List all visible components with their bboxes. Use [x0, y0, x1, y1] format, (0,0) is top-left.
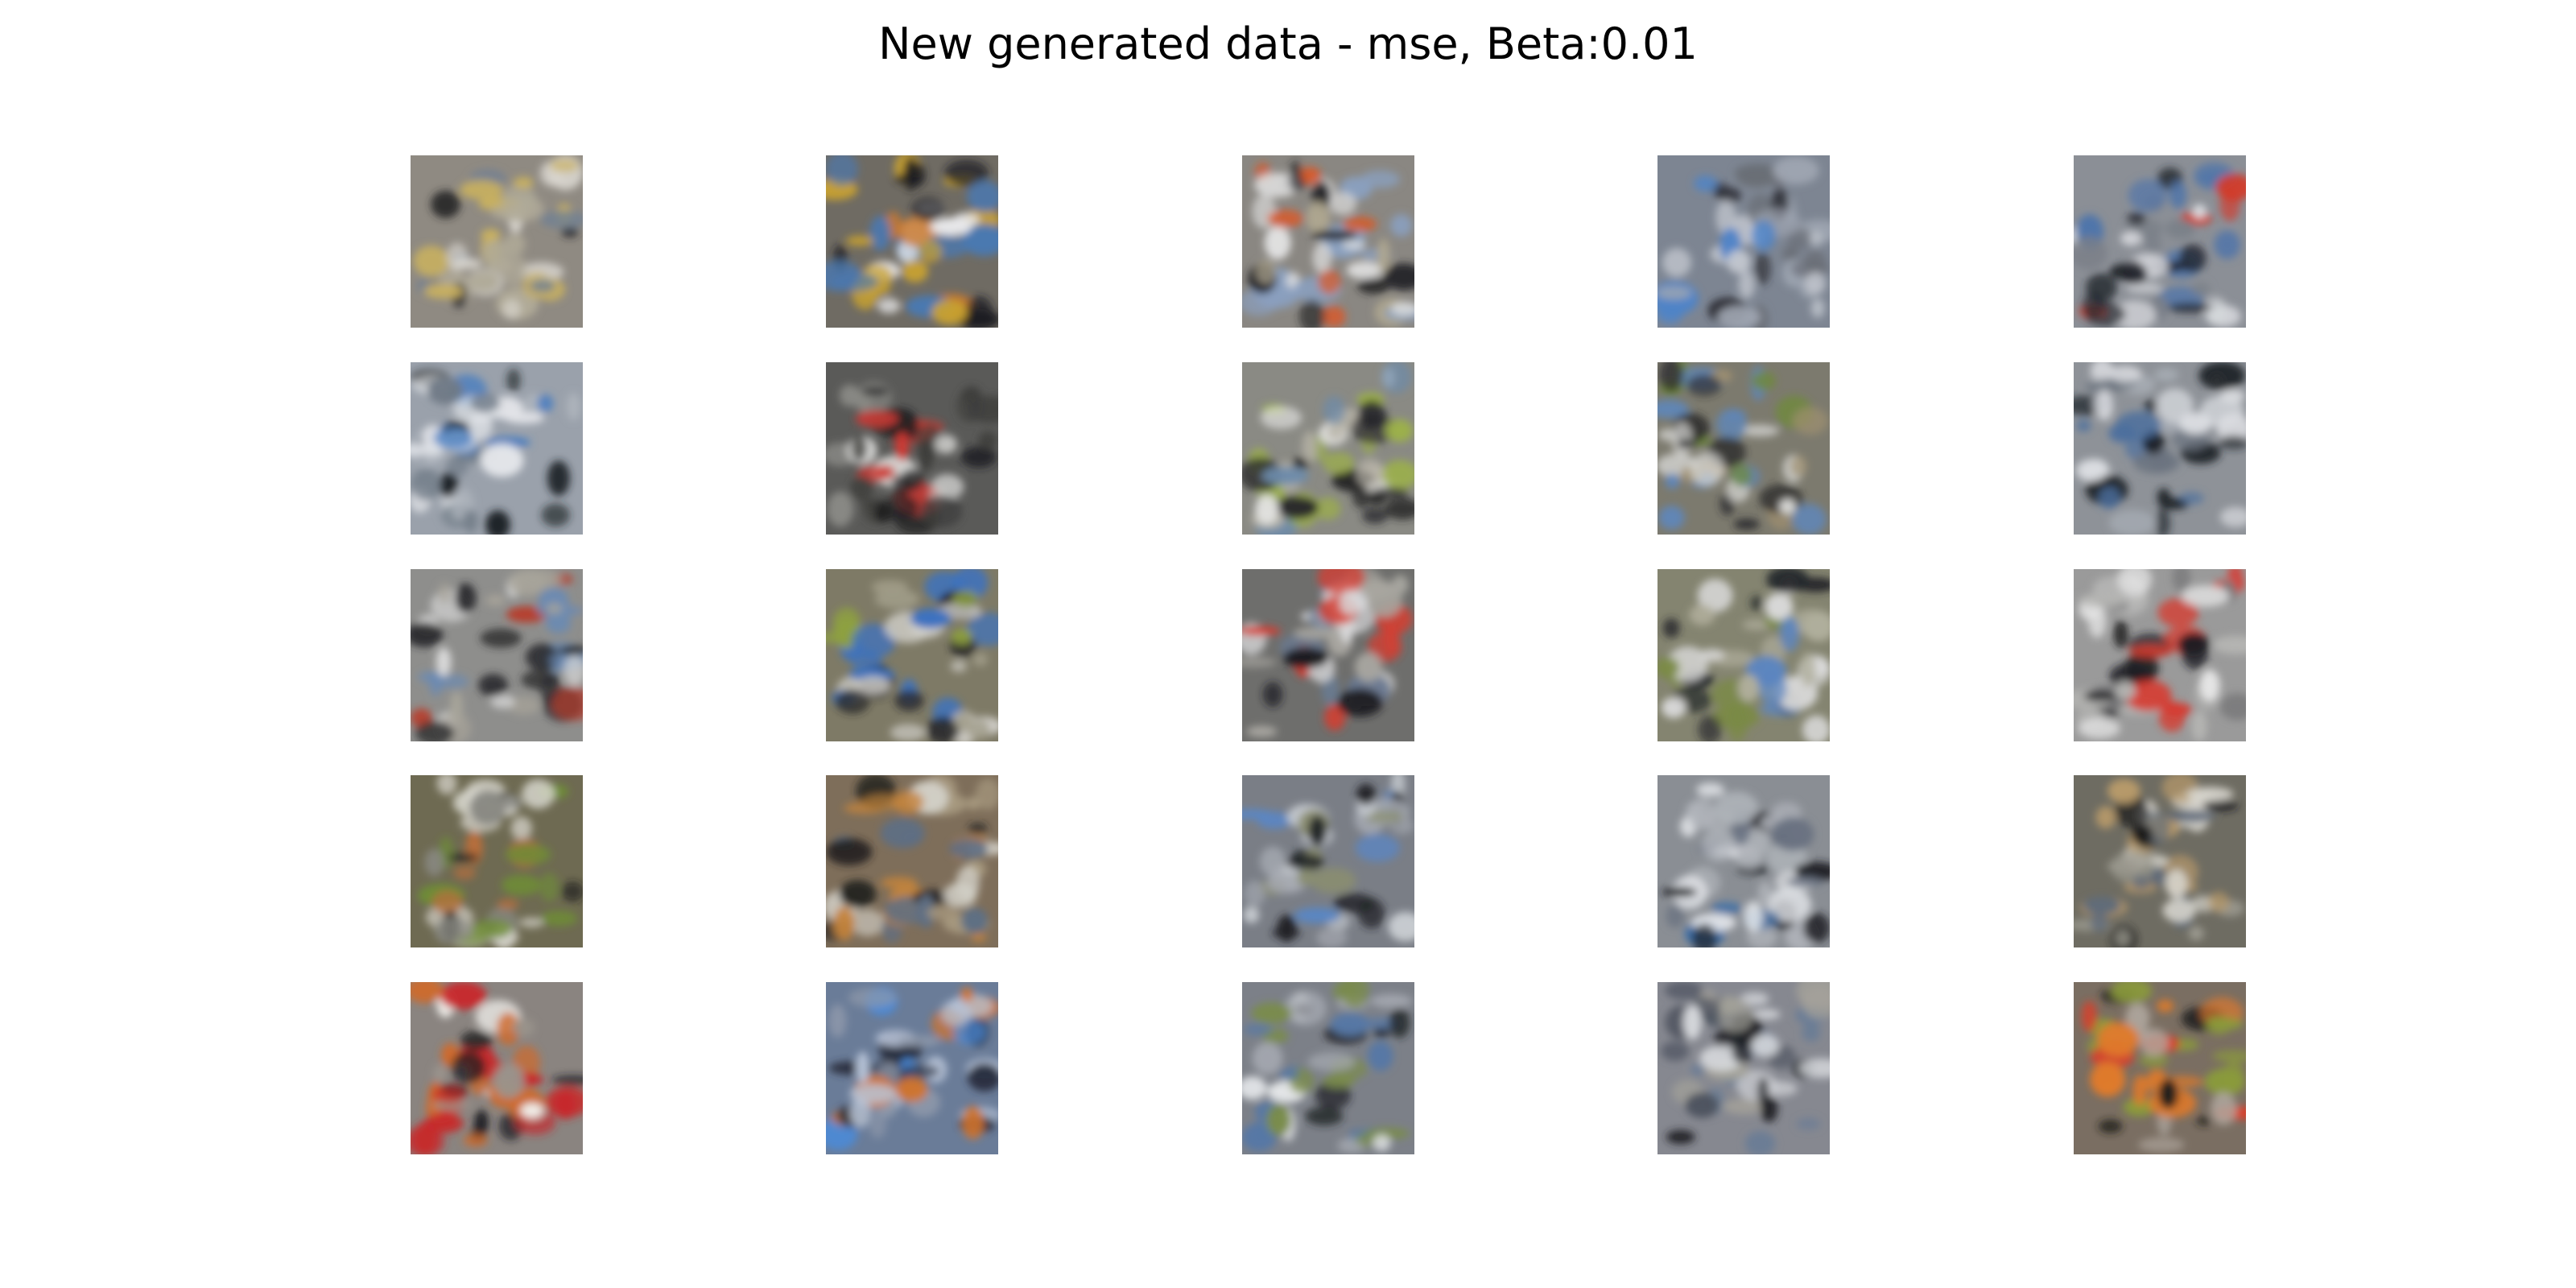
sample-image: [1242, 982, 1414, 1154]
generated-sample-r4-c4: [1657, 775, 1830, 947]
sample-image: [2074, 569, 2246, 741]
sample-image: [826, 982, 998, 1154]
sample-image: [2074, 775, 2246, 947]
sample-image: [1657, 362, 1830, 535]
sample-image: [411, 569, 583, 741]
generated-sample-r5-c2: [826, 982, 998, 1154]
sample-image: [826, 155, 998, 328]
generated-sample-r2-c2: [826, 362, 998, 535]
generated-sample-r5-c3: [1242, 982, 1414, 1154]
sample-image: [1242, 775, 1414, 947]
generated-sample-r4-c2: [826, 775, 998, 947]
sample-image: [1242, 155, 1414, 328]
generated-sample-r1-c5: [2074, 155, 2246, 328]
sample-image: [411, 362, 583, 535]
sample-image: [1657, 982, 1830, 1154]
generated-sample-r3-c1: [411, 569, 583, 741]
sample-image: [826, 362, 998, 535]
generated-sample-r4-c5: [2074, 775, 2246, 947]
sample-image: [1242, 569, 1414, 741]
generated-sample-r1-c2: [826, 155, 998, 328]
sample-image: [826, 569, 998, 741]
generated-sample-r5-c4: [1657, 982, 1830, 1154]
figure-title: New generated data - mse, Beta:0.01: [878, 19, 1698, 69]
generated-sample-r1-c3: [1242, 155, 1414, 328]
sample-image: [411, 155, 583, 328]
generated-sample-r3-c4: [1657, 569, 1830, 741]
sample-image: [2074, 362, 2246, 535]
generated-sample-r4-c3: [1242, 775, 1414, 947]
sample-image: [1657, 775, 1830, 947]
generated-sample-r5-c1: [411, 982, 583, 1154]
sample-image: [1657, 569, 1830, 741]
sample-image: [1242, 362, 1414, 535]
generated-sample-r3-c3: [1242, 569, 1414, 741]
generated-sample-r1-c4: [1657, 155, 1830, 328]
sample-image: [411, 982, 583, 1154]
generated-sample-r5-c5: [2074, 982, 2246, 1154]
sample-image: [2074, 982, 2246, 1154]
generated-sample-r4-c1: [411, 775, 583, 947]
sample-image: [2074, 155, 2246, 328]
sample-image: [826, 775, 998, 947]
generated-sample-r2-c3: [1242, 362, 1414, 535]
generated-sample-r2-c1: [411, 362, 583, 535]
sample-image: [411, 775, 583, 947]
generated-sample-r2-c5: [2074, 362, 2246, 535]
generated-sample-r3-c2: [826, 569, 998, 741]
generated-sample-r3-c5: [2074, 569, 2246, 741]
generated-sample-r2-c4: [1657, 362, 1830, 535]
generated-sample-r1-c1: [411, 155, 583, 328]
sample-image: [1657, 155, 1830, 328]
